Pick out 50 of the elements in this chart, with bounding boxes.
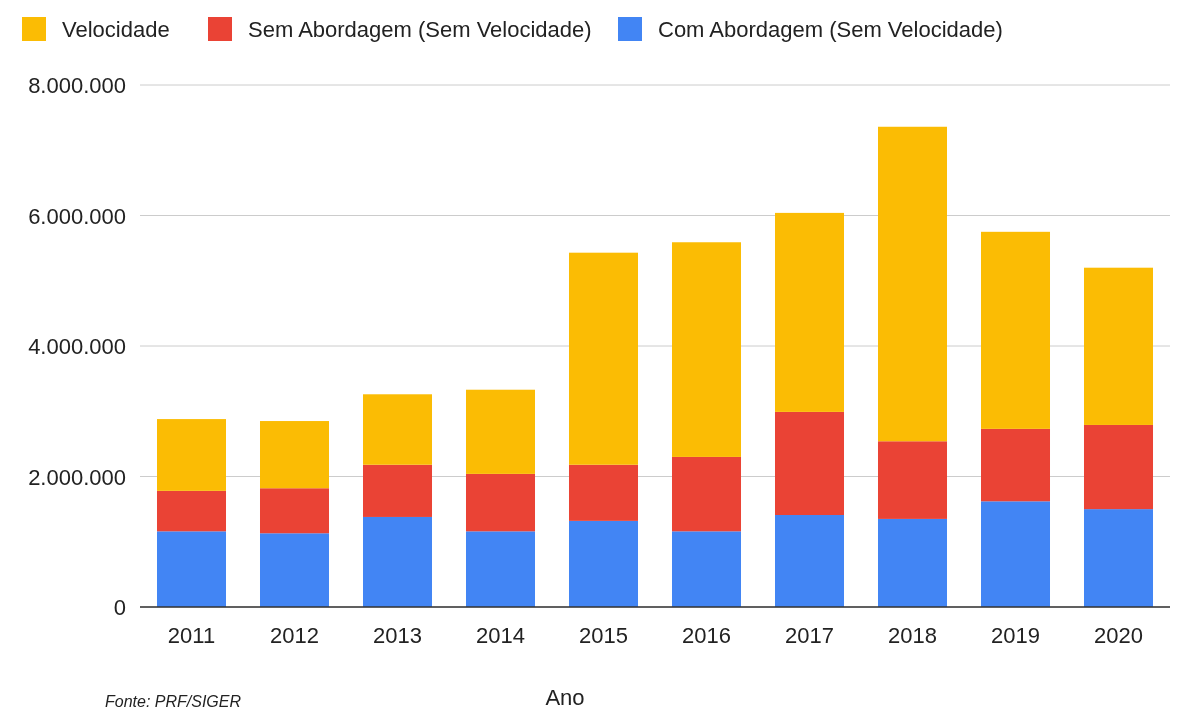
bar [569,252,639,465]
bar [981,231,1051,429]
bar [775,212,845,412]
bar [981,428,1051,502]
bar [569,464,639,521]
bar [569,520,639,607]
bar [878,441,948,519]
source-note: Fonte: PRF/SIGER [105,693,242,710]
bar [157,531,227,607]
x-tick-label: 2017 [785,623,834,648]
y-tick-label: 4.000.000 [28,334,126,359]
bar [363,394,433,465]
x-tick-label: 2019 [991,623,1040,648]
x-tick-label: 2014 [476,623,525,648]
y-tick-label: 0 [113,595,126,620]
bar [157,490,227,532]
bar [775,515,845,607]
bar [260,421,330,489]
legend-label: Velocidade [62,17,170,42]
bar [878,518,948,607]
bar [672,456,742,532]
bar [260,533,330,607]
y-tick-label: 8.000.000 [28,73,126,98]
bar [466,389,536,474]
legend-label: Sem Abordagem (Sem Velocidade) [248,17,592,42]
bar [981,501,1051,607]
x-axis-title: Ano [545,685,585,710]
bar [775,411,845,515]
x-tick-label: 2020 [1094,623,1143,648]
bar [1083,424,1153,510]
x-tick-label: 2018 [888,623,937,648]
x-tick-label: 2016 [682,623,731,648]
bar [363,516,433,607]
bar [878,126,948,442]
x-tick-label: 2013 [373,623,422,648]
bar [1083,509,1153,607]
bar [672,531,742,607]
bar [260,488,330,534]
y-tick-label: 6.000.000 [28,203,126,229]
x-tick-label: 2015 [579,623,628,648]
x-tick-label: 2011 [167,623,216,648]
bar [466,531,536,607]
y-tick-label: 2.000.000 [28,464,126,490]
bar [672,242,742,457]
bar [1083,267,1153,425]
bar [363,464,433,517]
legend-label: Com Abordagem (Sem Velocidade) [658,17,1003,42]
bar [157,419,227,491]
bar [466,473,536,532]
x-tick-label: 2012 [270,623,319,648]
